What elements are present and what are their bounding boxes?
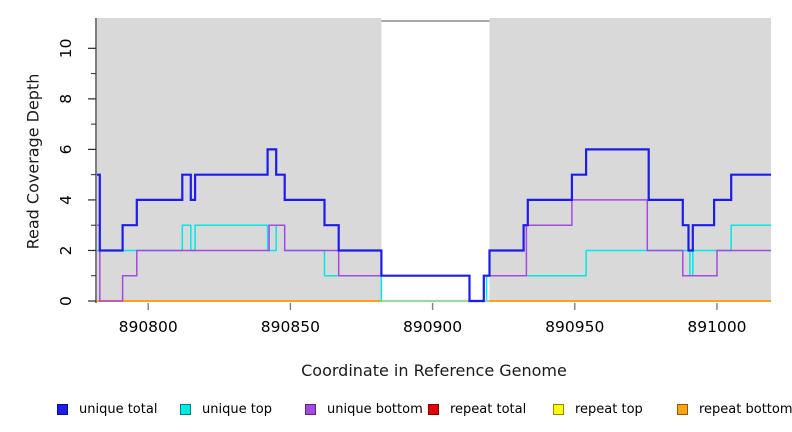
uncovered-region: [381, 18, 490, 301]
y-tick-label: 4: [57, 195, 75, 205]
y-axis-title: Read Coverage Depth: [23, 73, 43, 250]
x-tick-label: 890950: [545, 318, 604, 336]
x-tick-label: 890800: [119, 318, 178, 336]
y-tick-label: 8: [57, 94, 75, 104]
y-tick-label: 0: [57, 296, 75, 306]
series-unique-total: [97, 148, 771, 303]
y-tick-label: 6: [57, 144, 75, 154]
y-tick-label: 2: [57, 246, 75, 256]
x-tick-label: 891000: [687, 318, 746, 336]
y-tick-label: 10: [57, 38, 75, 58]
x-tick-label: 890850: [261, 318, 320, 336]
x-axis-title: Coordinate in Reference Genome: [301, 361, 567, 380]
x-tick-label: 890900: [403, 318, 462, 336]
